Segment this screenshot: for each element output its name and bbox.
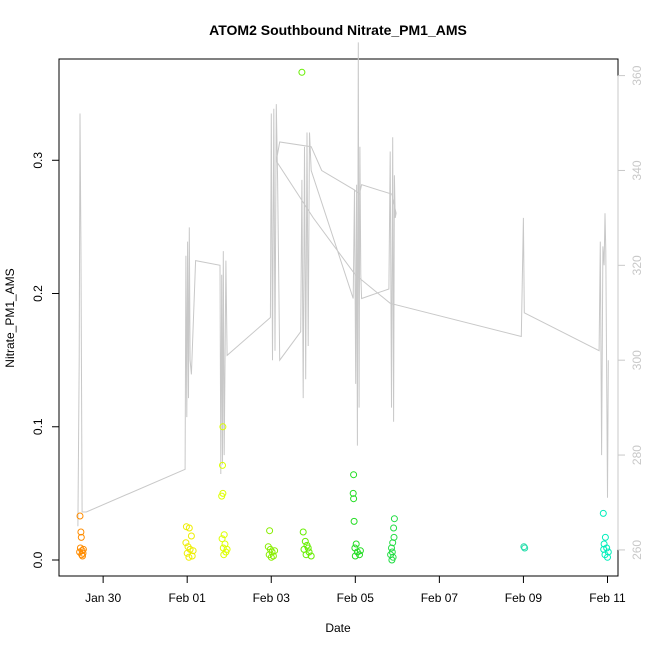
data-point — [389, 539, 397, 547]
x-axis: Jan 30 Feb 01 Feb 03 Feb 05 Feb 07 Feb 09 Feb … — [85, 575, 626, 605]
data-point — [352, 540, 360, 548]
data-point — [220, 551, 228, 559]
data-point — [301, 537, 309, 545]
chart-title: ATOM2 Southbound Nitrate_PM1_AMS — [209, 22, 467, 38]
y2-tick-label: 360 — [630, 65, 644, 85]
points-group — [76, 68, 612, 564]
data-point — [187, 532, 195, 540]
data-point — [77, 533, 85, 541]
y2-tick-label: 300 — [630, 350, 644, 370]
x-tick-label: Feb 01 — [169, 591, 207, 605]
x-tick-label: Feb 03 — [253, 591, 291, 605]
data-point — [601, 533, 609, 541]
data-point — [189, 547, 197, 555]
y-tick-label: 0.2 — [31, 285, 45, 302]
x-axis-label: Date — [325, 621, 351, 635]
y2-tick-label: 320 — [630, 255, 644, 275]
y-tick-label: 0.0 — [31, 551, 45, 568]
data-point — [302, 551, 310, 559]
data-point — [218, 535, 226, 543]
data-point — [350, 471, 358, 479]
y-tick-label: 0.3 — [31, 152, 45, 169]
x-tick-label: Feb 05 — [337, 591, 375, 605]
data-point — [356, 547, 364, 555]
secondary-line — [77, 42, 609, 527]
data-point — [76, 512, 84, 520]
data-point — [188, 552, 196, 560]
data-point — [185, 553, 193, 561]
data-point — [266, 527, 274, 535]
data-point — [350, 517, 358, 525]
y-axis-right: 260 280 300 320 340 360 — [617, 65, 644, 560]
data-point — [307, 552, 315, 560]
data-point — [219, 461, 226, 469]
data-point — [388, 556, 396, 564]
data-point — [77, 528, 85, 536]
data-point — [390, 515, 398, 523]
data-point — [267, 553, 275, 561]
data-point — [299, 528, 307, 536]
y-axis-label: Nitrate_PM1_AMS — [3, 268, 17, 367]
data-point — [521, 544, 529, 552]
data-point — [600, 545, 608, 553]
x-tick-label: Feb 11 — [589, 591, 626, 605]
y-tick-label: 0.1 — [31, 418, 45, 435]
data-point — [220, 531, 228, 539]
data-point — [604, 553, 611, 561]
data-point — [388, 544, 395, 552]
data-point — [79, 552, 86, 560]
data-point — [223, 545, 231, 553]
data-point — [356, 551, 363, 559]
y2-tick-label: 260 — [630, 540, 644, 560]
data-point — [219, 489, 227, 497]
x-tick-label: Feb 07 — [421, 591, 459, 605]
data-point — [351, 552, 359, 560]
data-point — [271, 547, 279, 555]
data-point — [219, 423, 227, 431]
x-tick-label: Jan 30 — [85, 591, 121, 605]
secondary-line-group — [77, 42, 609, 527]
x-tick-label: Feb 09 — [505, 591, 543, 605]
data-point — [185, 524, 193, 532]
data-point — [79, 545, 87, 553]
y-axis-left: 0.0 0.1 0.2 0.3 — [31, 152, 60, 568]
data-point — [599, 509, 607, 517]
data-point — [304, 544, 312, 552]
y2-tick-label: 280 — [630, 445, 644, 465]
data-point — [182, 539, 190, 547]
data-point — [349, 489, 357, 497]
data-point — [79, 549, 87, 557]
y2-tick-label: 340 — [630, 160, 644, 180]
data-point — [390, 524, 398, 532]
data-point — [520, 543, 528, 551]
data-point — [350, 495, 358, 503]
data-point — [298, 68, 306, 76]
